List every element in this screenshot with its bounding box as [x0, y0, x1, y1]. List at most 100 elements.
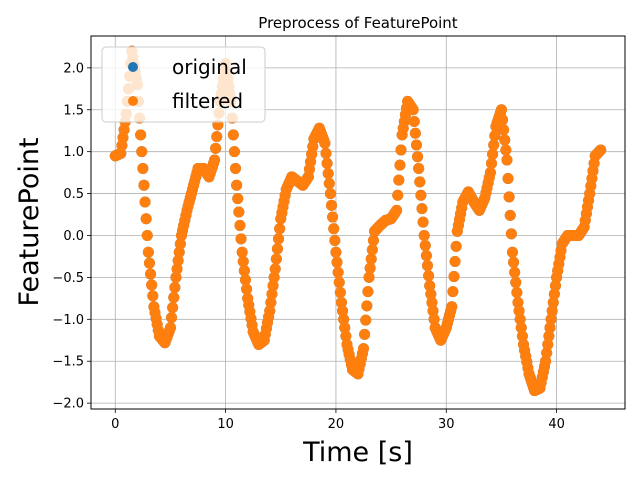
filtered-point	[231, 179, 243, 191]
filtered-point	[427, 305, 439, 317]
filtered-point	[486, 157, 497, 169]
filtered-point	[428, 313, 440, 325]
filtered-point	[210, 142, 222, 154]
filtered-point	[407, 104, 419, 116]
axes-frame	[90, 35, 626, 410]
filtered-point	[235, 233, 247, 245]
filtered-point	[241, 283, 253, 295]
filtered-point	[211, 131, 223, 143]
filtered-point	[450, 240, 462, 252]
filtered-point	[268, 271, 280, 283]
legend-box	[101, 46, 266, 123]
filtered-point	[511, 286, 523, 298]
filtered-point	[238, 265, 250, 277]
filtered-point	[266, 288, 278, 300]
filtered-point	[228, 146, 240, 158]
filtered-point	[449, 255, 461, 267]
filtered-point	[416, 203, 428, 215]
filtered-point	[391, 204, 403, 216]
filtered-point	[236, 246, 248, 258]
filtered-point	[274, 223, 286, 235]
filtered-point	[340, 330, 352, 342]
filtered-point	[362, 286, 374, 298]
filtered-point	[547, 297, 559, 309]
filtered-point	[273, 233, 285, 245]
filtered-point	[137, 162, 149, 174]
filtered-point	[142, 246, 154, 258]
filtered-point	[166, 312, 178, 324]
filtered-point	[264, 305, 276, 317]
filtered-point	[484, 167, 496, 179]
legend-label-original: original	[172, 55, 247, 79]
filtered-point	[364, 262, 376, 274]
filtered-point	[324, 188, 336, 200]
filtered-point	[233, 206, 245, 218]
filtered-point	[327, 211, 339, 223]
filtered-point	[363, 271, 375, 283]
filtered-point	[329, 235, 341, 247]
filtered-point	[393, 174, 405, 186]
filtered-point	[319, 137, 331, 149]
x-axis-ticks: 0 10 20 30 40	[111, 409, 565, 432]
filtered-point	[409, 127, 421, 139]
y-tick-label-6: 1.0	[63, 145, 84, 160]
filtered-point	[510, 276, 522, 288]
filtered-point	[338, 313, 350, 325]
filtered-point	[488, 139, 500, 151]
filtered-point	[423, 270, 435, 282]
y-tick-label-7: 1.5	[63, 103, 84, 118]
filtered-point	[419, 240, 431, 252]
filtered-point	[328, 223, 340, 235]
filtered-point	[412, 151, 424, 163]
filtered-point	[361, 300, 373, 312]
filtered-point	[232, 193, 244, 205]
filtered-point	[415, 189, 427, 201]
filtered-point	[337, 305, 349, 317]
filtered-point	[227, 129, 239, 141]
filtered-point	[489, 130, 501, 142]
filtered-point	[513, 305, 525, 317]
filtered-point	[136, 146, 148, 158]
filtered-point	[169, 281, 181, 293]
filtered-point	[516, 330, 528, 342]
filtered-point	[394, 159, 406, 171]
filtered-point	[504, 209, 516, 221]
filtered-point	[323, 178, 335, 190]
filtered-point	[173, 246, 185, 258]
filtered-point	[322, 167, 334, 179]
filtered-point	[164, 322, 176, 334]
legend-marker-original	[128, 62, 138, 72]
filtered-point	[138, 179, 150, 191]
filtered-point	[414, 176, 426, 188]
filtered-point	[140, 213, 152, 225]
filtered-point	[514, 313, 526, 325]
filtered-point	[544, 322, 556, 334]
filtered-point	[321, 157, 333, 169]
y-tick-label-2: −1.0	[52, 313, 84, 328]
y-axis-label: FeaturePoint	[14, 137, 45, 306]
filtered-point	[265, 297, 277, 309]
x-axis-label: Time [s]	[302, 437, 413, 468]
filtered-point	[334, 286, 346, 298]
filtered-point	[549, 280, 561, 292]
filtered-point	[359, 328, 371, 340]
filtered-point	[502, 172, 514, 184]
x-tick-label-2: 20	[328, 417, 345, 432]
filtered-point	[448, 271, 460, 283]
filtered-point	[595, 144, 607, 156]
filtered-point	[147, 290, 159, 302]
filtered-point	[495, 104, 507, 116]
filtered-point	[505, 228, 517, 240]
filtered-point	[410, 139, 422, 151]
filtered-point	[320, 147, 332, 159]
filtered-point	[497, 114, 509, 126]
filtered-point	[333, 276, 345, 288]
filtered-point	[171, 263, 183, 275]
y-tick-label-3: −0.5	[52, 271, 84, 286]
y-tick-label-4: 0.0	[63, 229, 84, 244]
filtered-point	[174, 238, 186, 250]
filtered-point	[139, 196, 151, 208]
legend-label-filtered: filtered	[172, 89, 243, 113]
legend-marker-filtered	[128, 96, 138, 106]
